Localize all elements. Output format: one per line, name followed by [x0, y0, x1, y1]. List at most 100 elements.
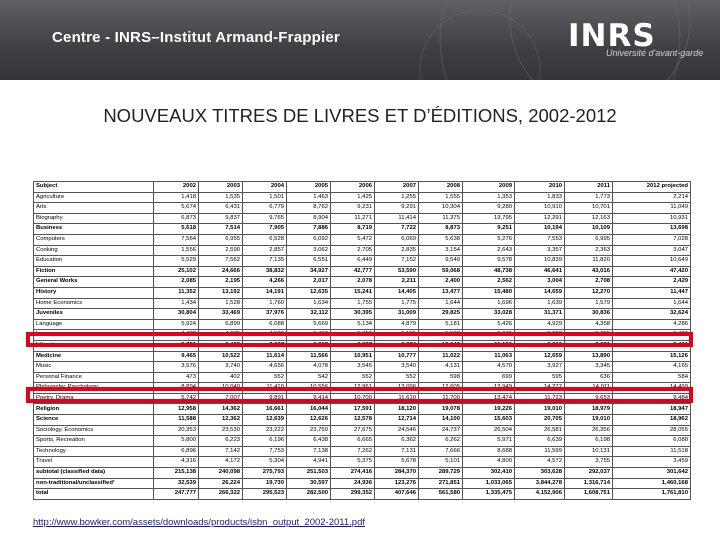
row-value: 2,705	[330, 244, 375, 257]
row-value: 402	[198, 371, 243, 384]
row-value: 26,504	[462, 424, 515, 437]
row-value: 11,599	[514, 445, 565, 458]
row-subject: Music	[33, 361, 154, 373]
inrs-logo: INRS Université d'avant-garde	[560, 16, 710, 62]
row-value: 11,518	[612, 445, 691, 458]
row-value: 6,196	[242, 435, 287, 447]
row-value: 15,603	[462, 414, 515, 426]
row-value: 24,936	[330, 477, 375, 490]
row-value: 542	[286, 371, 331, 384]
row-value: 5,134	[330, 318, 375, 331]
row-value: 1,418	[153, 191, 199, 204]
source-link[interactable]: http://www.bowker.com/assets/downloads/p…	[33, 517, 365, 528]
row-value: 6,198	[564, 435, 613, 447]
row-value: 2,017	[286, 276, 331, 288]
row-value: 2,835	[374, 244, 419, 257]
row-value: 3,540	[374, 361, 419, 373]
row-value: 32,624	[612, 308, 691, 320]
row-subject: total	[33, 488, 154, 500]
table-row: History 11,352 13,192 14,191 12,635 15,241 14,…	[33, 286, 691, 299]
row-value: 7,142	[198, 445, 243, 458]
row-value: 7,135	[242, 255, 287, 267]
row-value: 7,131	[374, 445, 419, 458]
row-value: 1,639	[514, 297, 565, 310]
row-value: 5,304	[242, 456, 287, 469]
row-value: 7,564	[153, 233, 199, 246]
row-value: 24,546	[374, 424, 419, 437]
table-row: Medicine 9,465 10,522 11,614 11,566 10,951 10,…	[33, 350, 691, 363]
row-value: 3,844,278	[514, 477, 565, 490]
row-value: 2,195	[198, 276, 243, 288]
row-value: 11,375	[418, 212, 463, 225]
highlight-science-row	[26, 387, 693, 403]
row-value: 13,795	[462, 212, 515, 225]
row-value: 6,431	[198, 202, 243, 214]
row-value: 48,738	[462, 265, 515, 278]
table-row: General Works 2,085 2,195 4,266 2,017 2,078 2,…	[33, 276, 691, 288]
table-row: Cooking 1,556 2,590 2,857 3,062 2,705 2,835 3,1…	[33, 244, 691, 257]
row-value: 1,501	[242, 191, 287, 204]
row-subject: subtotal (classified data)	[33, 467, 154, 479]
row-value: 1,760	[242, 297, 287, 310]
table-row: Music 3,576 3,740 4,656 4,078 3,545 3,540 4,131…	[33, 361, 691, 373]
row-value: 47,420	[612, 265, 691, 278]
row-value: 27,675	[330, 424, 375, 437]
column-header: 2008	[418, 181, 463, 193]
row-value: 7,262	[330, 445, 375, 458]
table-row: Home Economics 1,434 1,528 1,760 1,634 1,755 1…	[33, 297, 691, 310]
row-value: 2,708	[564, 276, 613, 288]
row-value: 7,666	[418, 445, 463, 458]
row-value: 2,214	[612, 191, 691, 204]
table-row: Juveniles 30,804 33,469 37,976 32,112 30,395 3…	[33, 308, 691, 320]
row-value: 13,698	[612, 223, 691, 235]
row-value: 42,777	[330, 265, 375, 278]
row-subject: General Works	[33, 276, 154, 288]
row-value: 18,120	[374, 403, 419, 416]
row-value: 4,165	[612, 361, 691, 373]
row-value: 598	[418, 371, 463, 384]
row-value: 6,995	[564, 233, 613, 246]
row-value: 26,224	[198, 477, 243, 490]
row-value: 473	[153, 371, 199, 384]
row-value: 12,578	[330, 414, 375, 426]
row-value: 271,851	[418, 477, 463, 490]
row-value: 1,755	[330, 297, 375, 310]
row-value: 1,579	[564, 297, 613, 310]
table-row: subtotal (classified data) 215,138 240,098…	[33, 467, 691, 479]
row-value: 10,109	[564, 223, 613, 235]
table-row: Religion 12,958 14,362 16,661 16,044 17,591 18…	[33, 403, 691, 416]
row-value: 3,927	[514, 361, 565, 373]
row-value: 2,363	[564, 244, 613, 257]
row-value: 1,335,475	[462, 488, 515, 500]
row-value: 5,674	[153, 202, 199, 214]
row-value: 12,270	[564, 286, 613, 299]
row-value: 12,635	[286, 286, 331, 299]
row-subject: History	[33, 286, 154, 299]
row-value: 5,678	[374, 456, 419, 469]
row-value: 123,276	[374, 477, 419, 490]
column-header: Subject	[33, 181, 154, 193]
row-value: 1,761,810	[612, 488, 691, 500]
row-value: 14,362	[198, 403, 243, 416]
row-value: 9,280	[462, 202, 515, 214]
row-value: 2,857	[242, 244, 287, 257]
row-value: 282,500	[286, 488, 331, 500]
row-value: 10,649	[612, 255, 691, 267]
row-value: 10,839	[514, 255, 565, 267]
row-value: 289,729	[418, 467, 463, 479]
row-value: 10,910	[514, 202, 565, 214]
row-value: 4,358	[564, 318, 613, 331]
row-value: 6,069	[374, 233, 419, 246]
row-value: 215,138	[153, 467, 199, 479]
row-value: 10,777	[374, 350, 419, 363]
row-value: 5,924	[153, 318, 199, 331]
row-value: 4,078	[286, 361, 331, 373]
row-subject: Agriculture	[33, 191, 154, 204]
row-value: 1,555	[418, 191, 463, 204]
row-value: 552	[374, 371, 419, 384]
table-row: Sociology, Economics 20,353 23,530 23,222 23…	[33, 424, 691, 437]
column-header: 2012 projected	[612, 181, 691, 193]
row-value: 5,800	[153, 435, 199, 447]
row-value: 23,750	[286, 424, 331, 437]
row-value: 16,044	[286, 403, 331, 416]
